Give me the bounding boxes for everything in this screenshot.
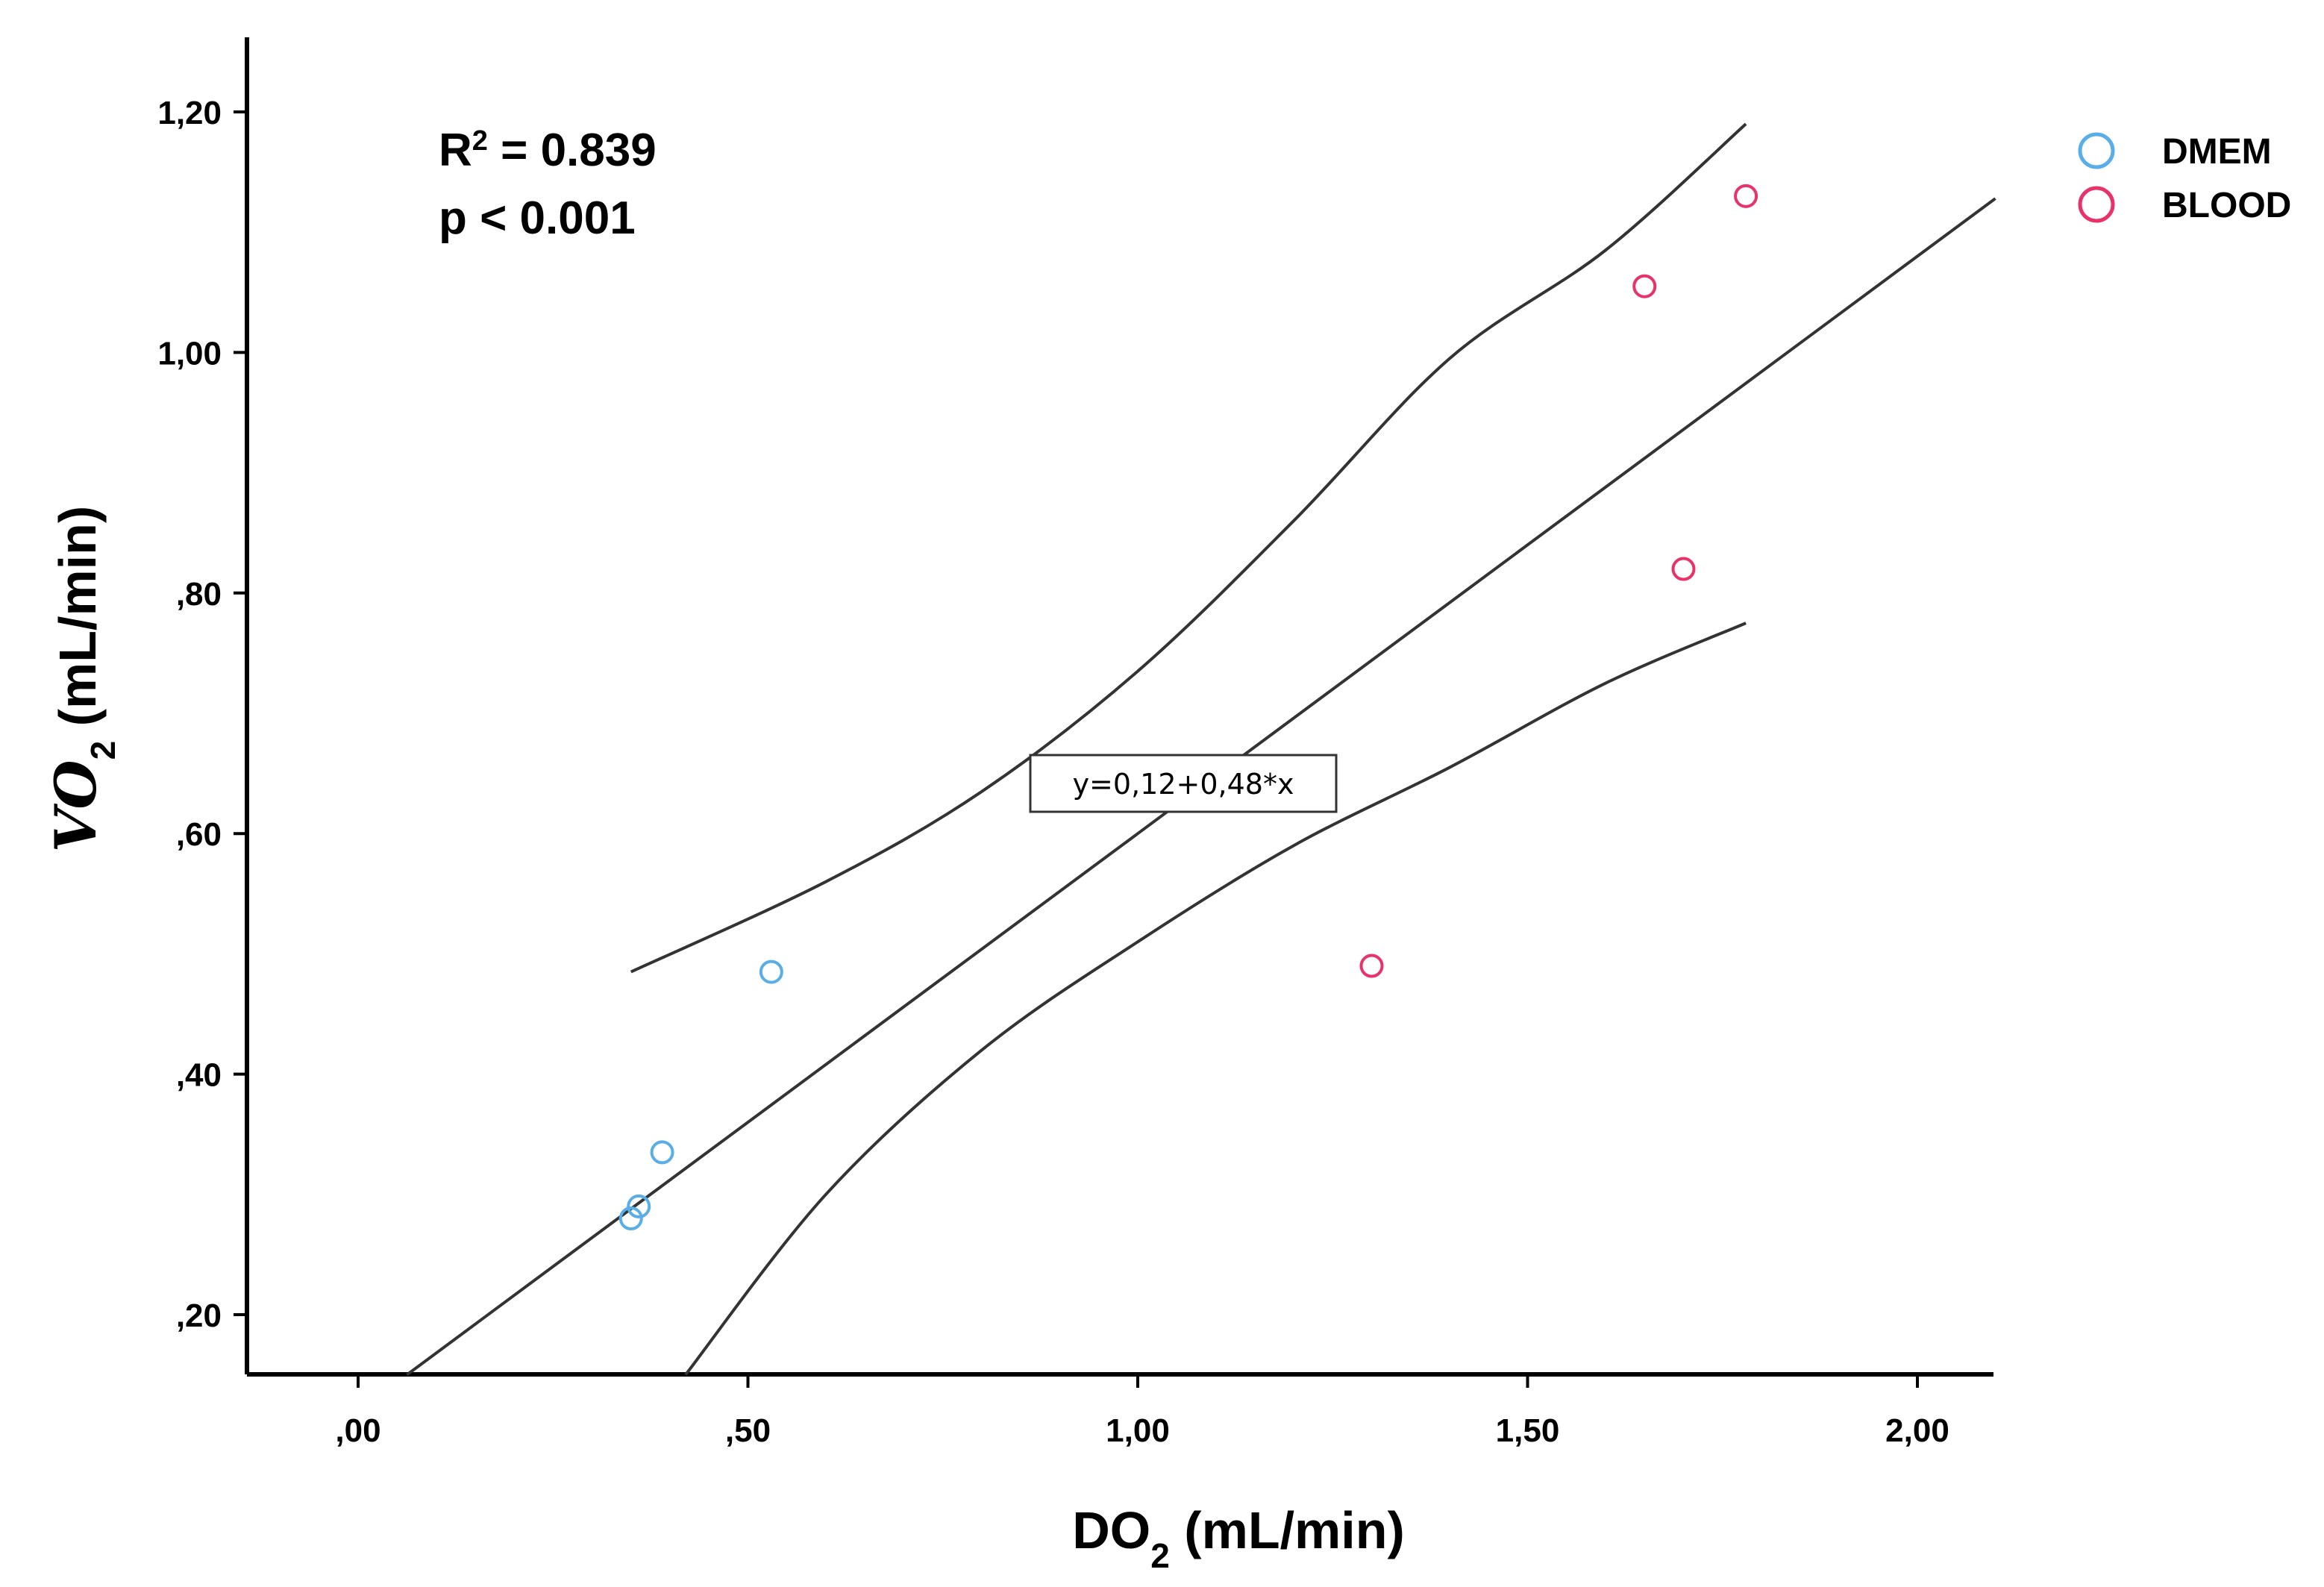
confidence-band-upper: [630, 122, 1747, 974]
data-point-blood: [1632, 274, 1657, 298]
y-axis-title-overdot: [58, 835, 67, 844]
y-axis-title: VO2 (mL/min): [43, 506, 122, 852]
x-axis-title: DO2 (mL/min): [1072, 1501, 1405, 1575]
equation-label: y=0,12+0,48*x: [1029, 754, 1338, 813]
y-tick-label: ,60: [176, 816, 222, 853]
legend: DMEM BLOOD: [2078, 132, 2291, 225]
y-tick-label: ,40: [176, 1057, 222, 1094]
data-points: [618, 184, 1758, 1231]
x-tick-label: ,00: [335, 1412, 380, 1449]
data-point-dmem: [618, 1206, 643, 1231]
legend-label-dmem: DMEM: [2162, 132, 2272, 172]
data-point-dmem: [759, 960, 783, 984]
data-point-dmem: [627, 1194, 651, 1218]
y-tick-label: 1,00: [157, 335, 222, 372]
y-tick-label: ,20: [176, 1298, 222, 1334]
y-axis-title-group: VO2 (mL/min): [43, 506, 122, 852]
x-tick-label: 2,00: [1885, 1412, 1949, 1449]
p-value-annotation: p < 0.001: [439, 192, 636, 244]
data-point-blood: [1671, 557, 1696, 581]
data-point-dmem: [650, 1140, 674, 1165]
confidence-band-lower: [684, 622, 1747, 1376]
legend-marker-blood: [2078, 186, 2115, 223]
r-squared-annotation: R2 = 0.839: [439, 125, 657, 176]
x-axis-ticks: ,00 ,50 1,00 1,50 2,00: [335, 1374, 1949, 1449]
data-point-blood: [1359, 954, 1384, 978]
legend-label-blood: BLOOD: [2162, 186, 2291, 225]
y-axis-ticks: ,20 ,40 ,60 ,80 1,00 1,20: [157, 95, 247, 1334]
y-tick-label: ,80: [176, 576, 222, 613]
x-tick-label: ,50: [725, 1412, 771, 1449]
data-point-blood: [1734, 184, 1758, 208]
equation-text: y=0,12+0,48*x: [1073, 768, 1294, 801]
y-tick-label: 1,20: [157, 95, 222, 131]
x-tick-label: 1,00: [1106, 1412, 1170, 1449]
x-tick-label: 1,50: [1496, 1412, 1560, 1449]
legend-marker-dmem: [2078, 132, 2115, 169]
